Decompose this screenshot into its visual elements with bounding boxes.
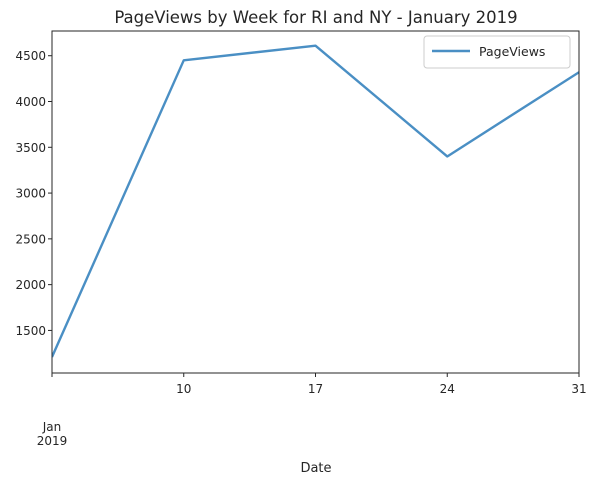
y-tick-label: 4500 <box>15 49 46 63</box>
y-tick-label: 3500 <box>15 141 46 155</box>
y-axis: 1500 2000 2500 3000 3500 4000 4500 <box>15 49 52 338</box>
plot-frame <box>51 30 580 374</box>
y-tick-label: 4000 <box>15 95 46 109</box>
x-tick-label: 31 <box>571 382 586 396</box>
x-tick-sublabel: 2019 <box>37 434 68 448</box>
legend: PageViews <box>423 35 571 69</box>
plot-area <box>52 44 579 358</box>
y-tick-label: 2000 <box>15 278 46 292</box>
legend-label: PageViews <box>479 44 545 59</box>
y-tick-label: 1500 <box>15 324 46 338</box>
x-tick-label: Jan <box>42 420 62 434</box>
y-tick-label: 3000 <box>15 187 46 201</box>
x-tick-label: 10 <box>176 382 191 396</box>
series-line-pageviews <box>52 44 579 358</box>
x-tick-label: 17 <box>308 382 323 396</box>
chart-title: PageViews by Week for RI and NY - Januar… <box>114 8 517 27</box>
legend-frame <box>423 35 571 69</box>
x-axis-label: Date <box>300 461 331 476</box>
x-tick-label: 24 <box>440 382 455 396</box>
y-tick-label: 2500 <box>15 232 46 246</box>
